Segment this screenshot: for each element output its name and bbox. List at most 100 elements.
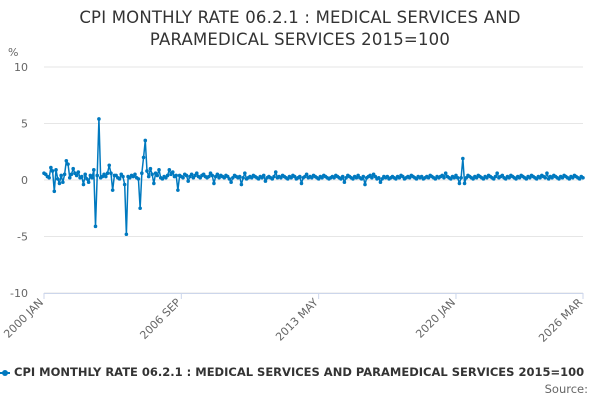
y-tick-label: -10 bbox=[10, 287, 28, 300]
y-tick-label: 10 bbox=[14, 61, 28, 74]
legend-label: CPI MONTHLY RATE 06.2.1 : MEDICAL SERVIC… bbox=[14, 365, 585, 379]
data-point bbox=[122, 182, 127, 187]
data-point bbox=[493, 174, 498, 179]
data-point bbox=[148, 166, 153, 171]
data-point bbox=[86, 180, 91, 185]
data-point bbox=[150, 172, 154, 177]
data-point bbox=[237, 174, 242, 179]
series-cpi-medical-services bbox=[42, 117, 585, 237]
data-point bbox=[462, 181, 467, 186]
data-point bbox=[55, 177, 60, 181]
data-point bbox=[146, 174, 151, 179]
data-point bbox=[186, 179, 190, 183]
data-point bbox=[133, 172, 137, 177]
data-point bbox=[165, 173, 170, 178]
data-point bbox=[117, 177, 122, 181]
data-point bbox=[273, 170, 278, 174]
legend-marker-icon bbox=[0, 370, 10, 376]
data-point bbox=[79, 174, 84, 179]
data-point bbox=[155, 173, 160, 178]
data-point bbox=[57, 181, 62, 186]
data-point bbox=[272, 174, 276, 179]
data-point bbox=[136, 177, 141, 181]
source-label: Source: bbox=[544, 382, 588, 396]
data-point bbox=[71, 166, 75, 171]
data-point bbox=[93, 224, 98, 229]
x-tick-label: 2020 JAN bbox=[413, 296, 458, 341]
data-point bbox=[95, 173, 100, 178]
data-point bbox=[442, 175, 446, 180]
data-point bbox=[143, 138, 148, 143]
data-point bbox=[62, 172, 67, 177]
data-point bbox=[239, 182, 244, 187]
data-point bbox=[545, 171, 549, 176]
data-point bbox=[64, 158, 69, 163]
data-point bbox=[138, 206, 142, 211]
data-point bbox=[206, 174, 211, 179]
data-point bbox=[376, 175, 381, 180]
x-tick-label: 2026 MAR bbox=[536, 296, 585, 345]
data-point bbox=[52, 189, 57, 194]
data-point bbox=[69, 172, 74, 177]
data-point bbox=[91, 168, 96, 172]
data-point bbox=[543, 175, 548, 180]
data-point bbox=[124, 232, 129, 237]
data-point bbox=[461, 156, 465, 161]
data-point bbox=[59, 173, 63, 178]
data-point bbox=[304, 172, 309, 177]
data-point bbox=[189, 172, 194, 177]
data-point bbox=[297, 174, 302, 179]
data-point bbox=[109, 171, 113, 176]
data-point bbox=[145, 169, 149, 173]
data-point bbox=[83, 172, 87, 177]
y-tick-label: -5 bbox=[17, 231, 28, 244]
data-point bbox=[140, 171, 144, 176]
chart-title-line-1: CPI MONTHLY RATE 06.2.1 : MEDICAL SERVIC… bbox=[79, 8, 521, 27]
data-point bbox=[443, 171, 448, 176]
data-point bbox=[167, 168, 172, 172]
data-point bbox=[105, 171, 110, 176]
data-point bbox=[227, 177, 232, 181]
data-point bbox=[157, 168, 161, 172]
data-point bbox=[210, 173, 215, 178]
data-point bbox=[85, 177, 89, 181]
data-point bbox=[361, 174, 366, 179]
y-axis: % 10 5 0 -5 -10 bbox=[8, 46, 28, 300]
y-tick-label: 5 bbox=[21, 118, 28, 131]
data-point bbox=[121, 174, 125, 179]
data-point bbox=[457, 181, 462, 186]
data-point bbox=[50, 169, 55, 173]
data-point bbox=[107, 163, 112, 168]
x-axis: 2000 JAN 2006 SEP 2013 MAY 2020 JAN 2026 MAR bbox=[1, 293, 585, 345]
data-point bbox=[104, 174, 108, 179]
data-point bbox=[170, 170, 175, 174]
data-point bbox=[212, 181, 216, 186]
data-point bbox=[378, 180, 383, 185]
data-point bbox=[110, 188, 115, 192]
data-point bbox=[261, 173, 266, 178]
x-tick-label: 2013 MAY bbox=[273, 296, 321, 344]
data-point bbox=[342, 180, 347, 185]
chart-title-line-2: PARAMEDICAL SERVICES 2015=100 bbox=[149, 30, 451, 49]
data-point bbox=[90, 175, 94, 180]
y-axis-label: % bbox=[8, 46, 18, 59]
data-point bbox=[263, 179, 268, 183]
x-tick-label: 2006 SEP bbox=[137, 296, 183, 342]
grid-lines bbox=[44, 66, 583, 294]
data-point bbox=[363, 182, 367, 187]
data-point bbox=[215, 172, 220, 177]
data-point bbox=[66, 162, 70, 166]
data-point bbox=[47, 175, 51, 180]
data-point bbox=[495, 171, 499, 176]
data-point bbox=[74, 173, 79, 178]
data-point bbox=[181, 175, 185, 180]
data-point bbox=[61, 180, 65, 185]
data-point bbox=[229, 180, 233, 185]
data-point bbox=[340, 174, 345, 179]
x-tick-label: 2000 JAN bbox=[1, 296, 46, 341]
data-point bbox=[174, 173, 178, 178]
data-point bbox=[54, 168, 58, 172]
data-point bbox=[49, 165, 53, 170]
data-point bbox=[581, 175, 585, 180]
